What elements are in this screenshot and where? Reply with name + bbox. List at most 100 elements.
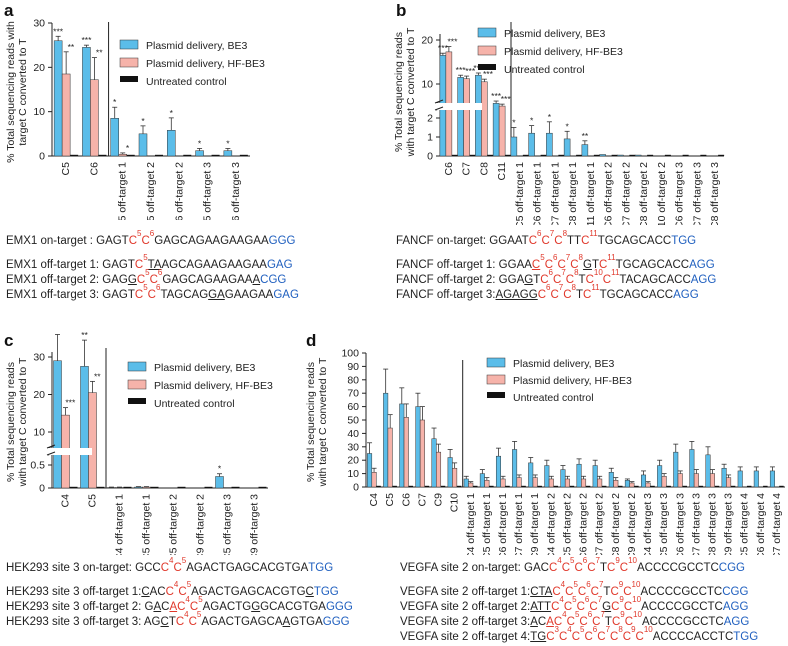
sequence-segment: 4 [169,556,174,565]
x-tick-label: C6 off-target 3 [674,162,686,225]
axis-break-mark [46,444,56,449]
sequence-segment: 4 [173,580,179,589]
sequence-segment: GGG [322,616,350,628]
bar [475,74,482,157]
bar [634,154,642,157]
sequence-segment: 5 [196,610,202,619]
sequence-segment: A [282,616,291,628]
sequence-segment: VEGFA site 2 on-target: GAC [400,562,549,574]
sequence-segment: VEGFA site 2 off-target 3: [400,616,531,628]
bar [700,154,707,156]
sequence-segment: C [188,616,197,628]
bar [489,485,494,487]
sequence-segment: A [153,601,162,613]
sequence-segment: 4 [560,580,566,589]
bar [753,470,759,488]
bar [560,469,566,488]
y-tick-label: 2 [427,113,433,125]
sequence-segment: C [607,562,616,574]
significance-mark: * [113,97,117,107]
sequence-segment: HEK293 site 3 off-target 3: AG [6,616,161,628]
sequence-segment: C [589,601,598,613]
sequence-segment: ACCCCGCCTC [640,586,723,598]
sequence-segment: 7 [598,580,604,589]
sequence-segment: FANCF off-target 1: GGAA [396,259,532,271]
bar [553,485,559,487]
bar [718,154,725,156]
sequence-segment: C [577,586,587,598]
significance-mark: ** [54,330,61,335]
y-tick-label: 30 [33,352,45,364]
panel-b: b % Total sequencing readswith target C c… [390,0,788,235]
sequence-segment: GA [208,289,225,301]
x-tick-label: C5 off-target 3 [222,494,234,555]
sequence-segment: C [565,274,575,286]
bar [737,470,743,488]
sequence-line: FANCF off-target 2: GGA G T C 6 C 7 C 8 T C 10 C 11 TA… [396,268,717,288]
bar [581,478,587,488]
sequence-segment: 9 [618,580,624,589]
bar [367,453,373,488]
sequence-segment: 7 [558,283,564,292]
bar [223,487,232,489]
bar [599,154,606,157]
bar [624,480,630,488]
sequence-segment: 8 [618,625,623,634]
sequence-line: FANCF on-target: GGAAT C 6 C 7 C 8 TT C 11 TGCAGCA… [396,230,716,249]
bar [682,154,689,156]
sequence-segment: GTGA [290,616,323,628]
bar [576,154,583,156]
legend-label: Plasmid delivery, BE3 [513,358,615,370]
bar [564,478,570,488]
bar [563,138,571,157]
bar [769,470,775,488]
x-tick-label: C6 [400,493,412,507]
sequence-segment: 5 [143,253,148,262]
sequence-line: VEGFA site 2 off-target 4: TG C 3 C 4 C 5 C 6 C 7 C… [400,625,758,645]
y-tick-label: 50 [347,415,359,427]
bar [629,482,635,488]
sequence-segment: 6 [548,268,553,277]
sequence-segment: C [541,235,550,247]
sequence-segment: TACAGCACC [619,274,691,286]
bar [548,478,554,488]
bar [641,474,647,488]
sequence-segment: G [127,274,137,286]
bar [666,485,671,487]
bar [593,154,600,156]
bar [763,485,768,487]
sequence-segment: 5 [572,595,577,604]
sequence-segment: C [161,601,170,613]
x-tick-label: C5 off-target 2 [561,493,573,555]
bar [211,154,220,156]
x-tick-label: C6 off-target 2 [603,162,615,225]
legend-swatch [487,392,505,398]
sequence-segment: 9 [619,595,624,604]
sequence-segment: 6 [157,268,163,277]
sequence-segment: VEGFA site 2 off-target 4: [400,631,531,643]
bar [597,478,603,488]
y-tick-label: 70 [347,388,359,400]
bar [617,154,624,157]
sequence-segment: C [611,616,621,628]
sequence-segment: C [189,601,199,613]
significance-mark: *** [483,69,494,79]
sequence-segment: 8 [574,268,579,277]
x-tick-label: C4 [60,494,72,508]
sequence-segment: G [251,601,261,613]
sequence-segment: GCACGTGA [260,601,326,613]
axis-break-mark [434,106,444,111]
bar [215,476,224,489]
sequence-segment: CTA [530,586,553,598]
sequence-segment: AGG [689,259,715,271]
sequence-segment: C [548,562,558,574]
sequence-segment: A [169,601,178,613]
significance-mark: * [530,116,534,126]
sequence-line: HEK293 site 3 on-target: GCC C 4 C 5 AGACTGAG… [6,556,353,576]
sequence-segment: C [531,259,541,271]
x-tick-label: C5 off-target 2 [168,494,180,555]
bar [714,485,720,487]
sequence-segment: CGG [260,274,287,286]
sequence-segment: C [554,235,563,247]
sequence-segment: AGG [690,274,717,286]
